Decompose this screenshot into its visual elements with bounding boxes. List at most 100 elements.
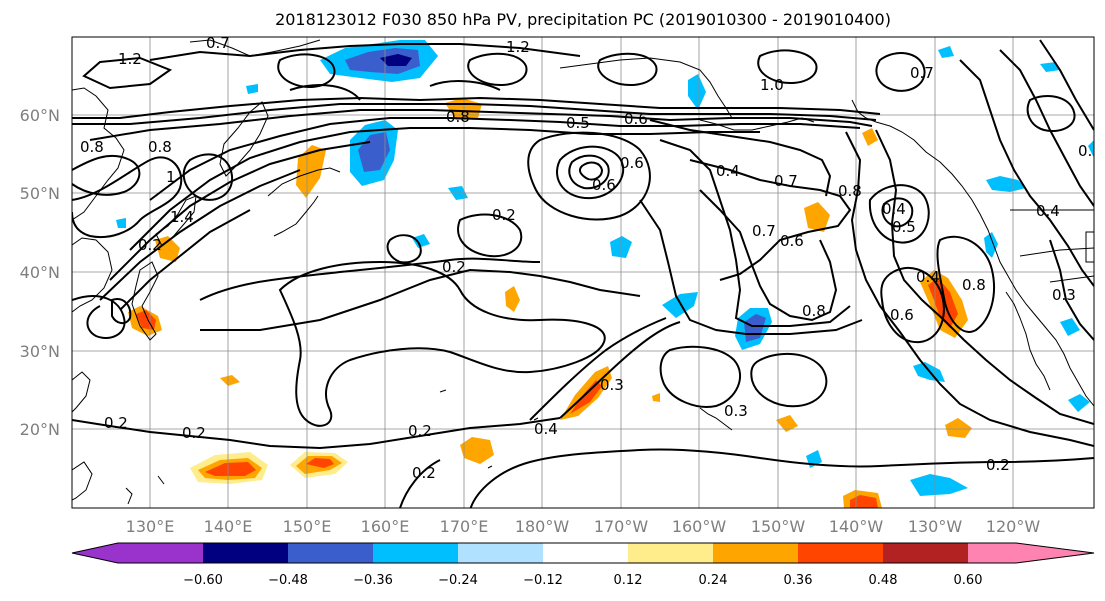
pv-contour [597, 52, 658, 86]
precip-patch [938, 46, 954, 58]
island-dots [125, 475, 165, 505]
contour-label: 0.2 [492, 206, 516, 224]
pv-contour [119, 209, 251, 311]
precip-patch [984, 232, 998, 258]
coastline [267, 167, 341, 197]
colorbar-tick: 0.12 [614, 573, 643, 588]
pv-contour [529, 317, 667, 421]
pv-contour [881, 197, 914, 228]
contour-label: 0.6 [780, 232, 804, 250]
map-frame [71, 36, 1095, 509]
lon-label: 140°E [204, 517, 253, 536]
pv-contour [880, 266, 945, 344]
precip-patch [1040, 62, 1060, 72]
pv-contour [639, 199, 863, 335]
contour-label: 0.8 [148, 138, 172, 156]
contour-label: 0.2 [182, 424, 206, 442]
pv-contour [72, 103, 877, 125]
pv-contour [845, 131, 1094, 447]
contour-label: 1.2 [506, 38, 530, 56]
lat-label: 30°N [20, 342, 60, 361]
precip-patch [688, 74, 706, 110]
contour-label: 0.8 [446, 108, 470, 126]
pv-contour [467, 52, 528, 86]
pv-contour [959, 59, 1094, 287]
precip-patch [296, 145, 326, 198]
contour-label: 0.8 [962, 276, 986, 294]
colorbar-extend-high [1016, 543, 1094, 563]
colorbar-extend-low [72, 543, 118, 563]
coastline [72, 461, 93, 501]
precip-patch [460, 437, 494, 464]
pv-contour [182, 153, 234, 201]
contour-label: 0.3 [1052, 286, 1076, 304]
coastline [851, 99, 1094, 407]
contour-label: 0.2 [986, 456, 1010, 474]
lon-label: 140°W [829, 517, 884, 536]
colorbar-tick: −0.24 [438, 573, 478, 588]
contour-label: 0.4 [916, 268, 940, 286]
lon-label: 130°W [908, 517, 963, 536]
precip-patch [412, 234, 430, 248]
colorbar-tick: −0.60 [183, 573, 223, 588]
contour-label: 1.0 [760, 76, 784, 94]
contour-label: 1.2 [118, 50, 142, 68]
colorbar-tick: 0.24 [699, 573, 728, 588]
contour-label: 1.4 [170, 208, 194, 226]
pv-contour [200, 268, 641, 331]
precip-patch [220, 375, 240, 386]
colorbar-swatch [373, 543, 458, 563]
pv-contour [757, 49, 818, 84]
contour-label: 0.7 [206, 34, 230, 52]
pv-contour [469, 448, 1094, 508]
pv-contour [111, 298, 132, 324]
coastline [559, 57, 733, 119]
contour-label: 0.6 [620, 154, 644, 172]
precip-patch [945, 418, 972, 438]
colorbar-tick: 0.48 [869, 573, 898, 588]
colorbar: −0.60 −0.48 −0.36 −0.24 −0.12 0.12 0.24 … [71, 542, 1095, 588]
figure-title: 2018123012 F030 850 hPa PV, precipitatio… [275, 10, 891, 29]
contour-label: 0.2 [442, 258, 466, 276]
precip-patch [246, 84, 258, 94]
lat-label: 60°N [20, 106, 60, 125]
contour-label: 1 [166, 168, 176, 186]
lake [1085, 231, 1094, 263]
lat-labels: 60°N 50°N 40°N 30°N 20°N [20, 106, 60, 439]
pv-contour [149, 117, 861, 201]
pv-contour [72, 156, 183, 238]
map-content: 1.2 0.7 1.2 1.0 0.7 0.8 0.8 0.5 0.6 0.8 … [72, 34, 1094, 508]
precip-patch [804, 202, 830, 232]
colorbar-tick: 0.36 [784, 573, 813, 588]
precip-patch [652, 393, 660, 402]
coastline [72, 237, 113, 313]
pv-contour [936, 235, 996, 333]
precip-patch [986, 176, 1026, 192]
pv-contour [699, 189, 838, 322]
pv-contour [399, 459, 441, 508]
precip-patch [1088, 140, 1094, 158]
contour-label: 0.8 [838, 182, 862, 200]
colorbar-swatch [713, 543, 798, 563]
contour-label: 0.4 [716, 162, 740, 180]
map-background [72, 37, 1094, 508]
contour-labels: 1.2 0.7 1.2 1.0 0.7 0.8 0.8 0.5 0.6 0.8 … [80, 34, 1094, 482]
precip-patch [1060, 318, 1080, 336]
pv-contour [999, 49, 1094, 207]
pv-contour [149, 43, 581, 61]
contour-label: 0.2 [138, 236, 162, 254]
contour-label: 0.2 [408, 422, 432, 440]
contour-label: 0.6 [890, 306, 914, 324]
pv-contour [278, 260, 606, 427]
pv-contour [82, 56, 173, 90]
pv-contour [568, 154, 610, 190]
coastline [72, 87, 125, 221]
pv-contour [457, 213, 523, 258]
contour-label: 0.3 [600, 376, 624, 394]
contour-label: 0.5 [892, 218, 916, 236]
precip-patch [662, 292, 698, 318]
colorbar-swatch [883, 543, 968, 563]
precip-patch [776, 415, 798, 432]
lon-label: 170°W [594, 517, 649, 536]
